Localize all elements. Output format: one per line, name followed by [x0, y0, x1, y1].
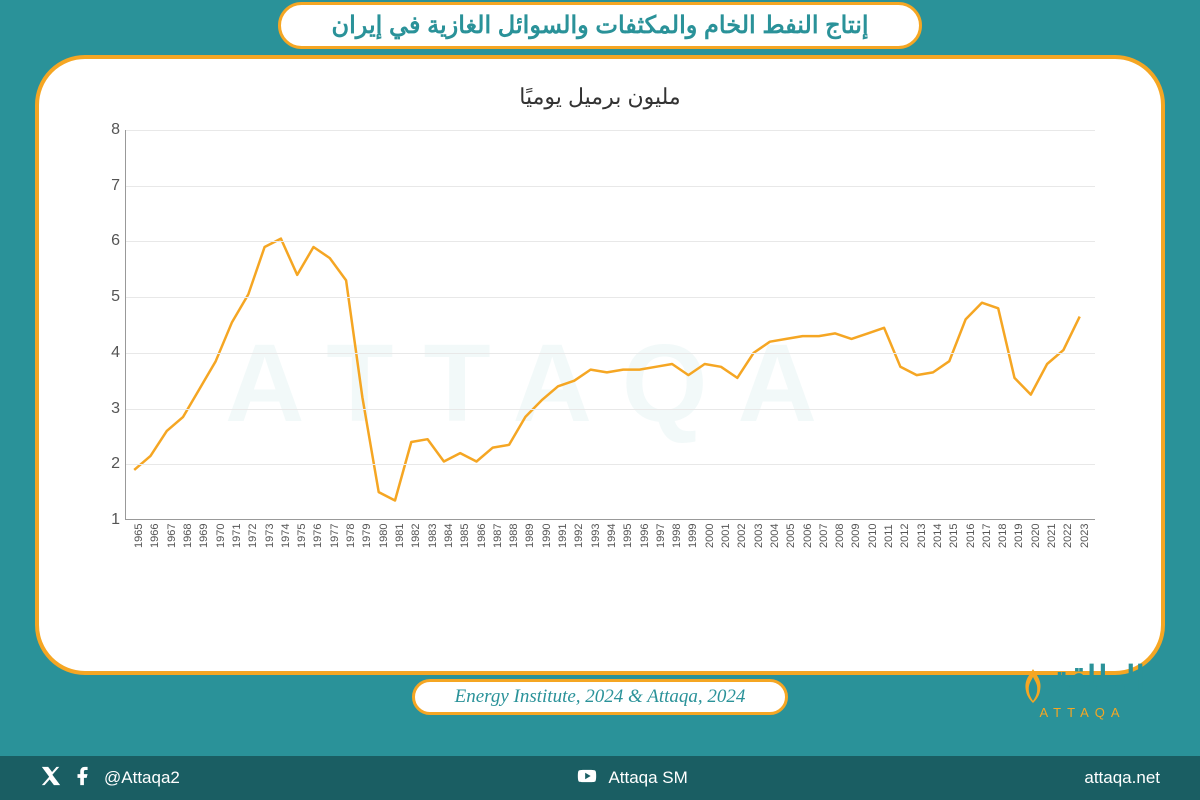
x-tick-label: 1996 [639, 524, 651, 548]
x-tick-label: 2011 [883, 524, 895, 548]
plot-area: ATTAQA 123456781965196619671968196919701… [85, 120, 1115, 590]
chart-line [126, 130, 1096, 520]
source-bar: Energy Institute, 2024 & Attaqa, 2024 [0, 679, 1200, 715]
x-tick-label: 2014 [932, 524, 944, 548]
y-tick-label: 2 [100, 455, 120, 473]
y-tick-label: 6 [100, 232, 120, 250]
x-tick-label: 1969 [198, 524, 210, 548]
page-title: إنتاج النفط الخام والمكثفات والسوائل الغ… [278, 2, 921, 49]
y-tick-label: 7 [100, 177, 120, 195]
footer-social-center: Attaqa SM [576, 765, 687, 792]
x-tick-label: 2012 [899, 524, 911, 548]
y-tick-label: 4 [100, 344, 120, 362]
y-tick-label: 8 [100, 121, 120, 139]
facebook-icon [72, 765, 94, 792]
x-tick-label: 1974 [280, 524, 292, 548]
x-icon [40, 765, 62, 792]
x-tick-label: 2015 [948, 524, 960, 548]
x-tick-label: 2020 [1030, 524, 1042, 548]
footer-youtube: Attaqa SM [608, 768, 687, 788]
x-tick-label: 1989 [524, 524, 536, 548]
youtube-icon [576, 765, 598, 792]
x-tick-label: 1991 [557, 524, 569, 548]
x-tick-label: 1973 [264, 524, 276, 548]
x-tick-label: 2009 [850, 524, 862, 548]
y-tick-label: 3 [100, 400, 120, 418]
x-tick-label: 1971 [231, 524, 243, 548]
footer-bar: @Attaqa2 Attaqa SM attaqa.net [0, 756, 1200, 800]
footer-social-left: @Attaqa2 [40, 765, 180, 792]
y-tick-label: 5 [100, 288, 120, 306]
source-text: Energy Institute, 2024 & Attaqa, 2024 [412, 679, 789, 715]
footer-site-text: attaqa.net [1084, 768, 1160, 788]
x-tick-label: 2021 [1046, 524, 1058, 548]
x-tick-label: 1968 [182, 524, 194, 548]
x-tick-label: 2023 [1079, 524, 1091, 548]
x-tick-label: 1985 [459, 524, 471, 548]
x-tick-label: 2001 [720, 524, 732, 548]
x-tick-label: 1988 [508, 524, 520, 548]
x-tick-label: 1979 [361, 524, 373, 548]
x-tick-label: 1980 [378, 524, 390, 548]
x-tick-label: 2018 [997, 524, 1009, 548]
x-tick-label: 2004 [769, 524, 781, 548]
x-tick-label: 1990 [541, 524, 553, 548]
footer-handle: @Attaqa2 [104, 768, 180, 788]
x-tick-label: 1992 [573, 524, 585, 548]
x-tick-label: 2022 [1062, 524, 1074, 548]
y-tick-label: 1 [100, 511, 120, 529]
x-tick-label: 2003 [753, 524, 765, 548]
x-tick-label: 2006 [802, 524, 814, 548]
x-tick-label: 1977 [329, 524, 341, 548]
line-chart [125, 130, 1095, 520]
x-tick-label: 2007 [818, 524, 830, 548]
x-tick-label: 1967 [166, 524, 178, 548]
x-tick-label: 1983 [427, 524, 439, 548]
x-tick-label: 1978 [345, 524, 357, 548]
x-tick-label: 1976 [312, 524, 324, 548]
x-tick-label: 2017 [981, 524, 993, 548]
x-tick-label: 1984 [443, 524, 455, 548]
x-tick-label: 1982 [410, 524, 422, 548]
x-tick-label: 1997 [655, 524, 667, 548]
x-tick-label: 1999 [687, 524, 699, 548]
chart-subtitle: مليون برميل يوميًا [79, 84, 1121, 110]
x-tick-label: 2010 [867, 524, 879, 548]
x-tick-label: 1965 [133, 524, 145, 548]
x-tick-label: 1986 [476, 524, 488, 548]
x-tick-label: 2005 [785, 524, 797, 548]
x-tick-label: 1994 [606, 524, 618, 548]
x-tick-label: 1995 [622, 524, 634, 548]
x-tick-label: 1987 [492, 524, 504, 548]
x-tick-label: 2008 [834, 524, 846, 548]
x-tick-label: 2019 [1013, 524, 1025, 548]
x-tick-label: 2002 [736, 524, 748, 548]
x-tick-label: 1966 [149, 524, 161, 548]
x-tick-label: 1975 [296, 524, 308, 548]
x-tick-label: 2016 [965, 524, 977, 548]
footer-site: attaqa.net [1084, 768, 1160, 788]
x-tick-label: 2000 [704, 524, 716, 548]
x-tick-label: 1981 [394, 524, 406, 548]
x-tick-label: 1972 [247, 524, 259, 548]
x-tick-label: 1993 [590, 524, 602, 548]
x-tick-label: 2013 [916, 524, 928, 548]
x-tick-label: 1970 [215, 524, 227, 548]
header-bar: إنتاج النفط الخام والمكثفات والسوائل الغ… [0, 0, 1200, 48]
chart-card: مليون برميل يوميًا ATTAQA 12345678196519… [35, 55, 1165, 675]
x-tick-label: 1998 [671, 524, 683, 548]
